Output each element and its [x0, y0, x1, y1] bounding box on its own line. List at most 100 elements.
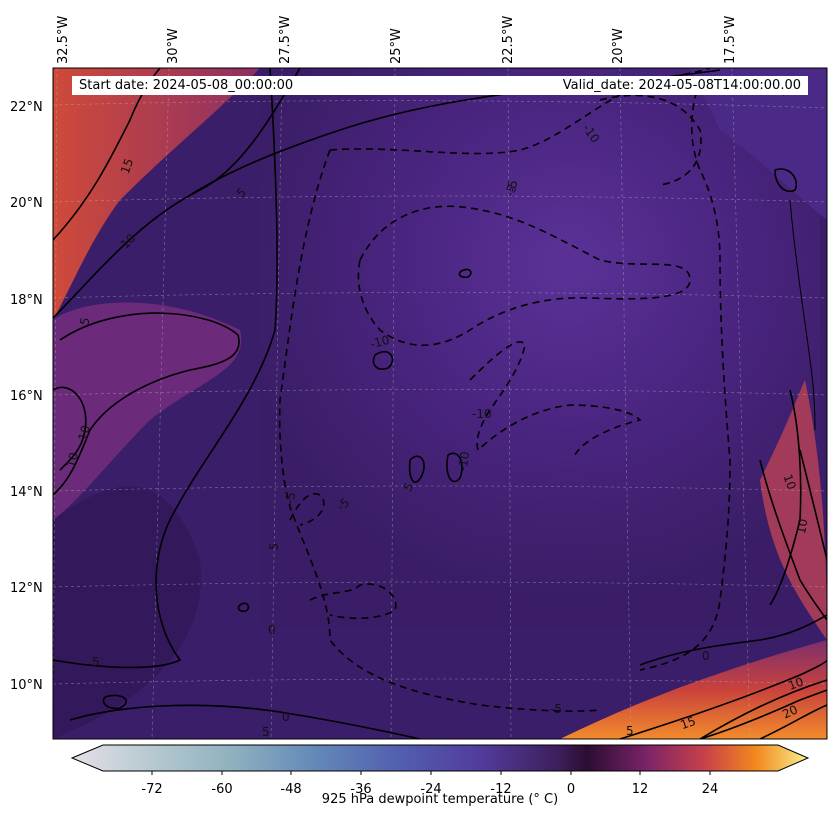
moist-west-band — [53, 302, 242, 520]
contour-neg10-east — [599, 94, 702, 186]
contour-label: 20 — [780, 702, 800, 721]
lon-tick-label: 32.5°W — [56, 16, 71, 64]
contour-small-19N — [458, 268, 472, 279]
contour-east-coast-b — [799, 449, 827, 561]
purple-core — [260, 68, 820, 628]
contour-5-south — [619, 659, 827, 739]
contour-label: 10 — [76, 424, 93, 442]
colorbar-ticks — [151, 771, 711, 775]
colorbar-tick-labels: -72 -60 -48 -36 -24 -12 0 12 24 — [141, 782, 718, 797]
contour-label: 0 — [282, 710, 290, 724]
contour-10-north — [53, 68, 301, 319]
lon-tick-label: 27.5°W — [278, 16, 293, 64]
colorbar-tick-label: -48 — [280, 782, 301, 797]
contour-small-16N — [372, 350, 394, 370]
contour-label: 10 — [794, 518, 810, 535]
lon-tick-label: 17.5°W — [723, 16, 738, 64]
contour-east-coast-c — [759, 459, 827, 621]
contour-label: -10 — [455, 450, 472, 472]
gridline-lat-16 — [53, 389, 827, 396]
contour-small-bottom — [102, 694, 127, 710]
colorbar-tick-label: -60 — [211, 782, 232, 797]
contour-20-se — [759, 704, 827, 739]
gridline-lat-22 — [53, 100, 827, 109]
colorbar: -72 -60 -48 -36 -24 -12 0 12 24 — [70, 744, 810, 797]
contour-label: -5 — [502, 183, 519, 199]
lat-tick-label: 12°N — [10, 581, 43, 596]
contour-label: -5 — [550, 702, 562, 716]
contour-15-se — [699, 689, 827, 739]
contour-label: 5 — [262, 725, 270, 739]
colorbar-title: 925 hPa dewpoint temperature (° C) — [321, 792, 559, 807]
contour-label: 5 — [626, 724, 634, 738]
lon-tick-label: 25°W — [389, 28, 404, 64]
contour-label: 5 — [77, 316, 92, 326]
colorbar-tick-label: -12 — [490, 782, 511, 797]
gridlines — [53, 68, 827, 739]
lat-tick-label: 20°N — [10, 196, 43, 211]
contour-label: -5 — [504, 179, 520, 193]
contour-west-loop — [53, 312, 240, 496]
contour-neg5-inner — [289, 493, 325, 526]
lat-tick-label: 22°N — [10, 100, 43, 115]
contour-neg10-core — [357, 205, 691, 347]
contour-label: 10 — [64, 451, 81, 469]
contours — [53, 68, 827, 739]
gridline-lat-12 — [53, 581, 827, 588]
start-date-label: Start date: 2024-05-08_00:00:00 — [79, 78, 294, 93]
contour-east-coastline — [789, 199, 816, 431]
gridline-lon-17-5 — [731, 68, 751, 739]
contour-neg5-west — [278, 149, 601, 712]
contour-label: 0 — [268, 623, 276, 637]
contour-label: 0 — [702, 649, 710, 663]
date-banner: Start date: 2024-05-08_00:00:00 Valid_da… — [72, 76, 808, 95]
gridline-lat-20 — [53, 195, 827, 203]
colorbar-tick-label: -72 — [141, 782, 162, 797]
gridline-lat-14 — [53, 485, 827, 492]
contour-10-se — [699, 679, 827, 739]
gridline-lat-10 — [53, 678, 827, 685]
contour-label: 10 — [786, 675, 805, 693]
contour-label: 5 — [92, 655, 100, 669]
lat-tick-label: 16°N — [10, 389, 43, 404]
contour-0-se — [639, 614, 827, 666]
map-panel — [53, 68, 827, 739]
lat-tick-label: 10°N — [10, 678, 43, 693]
latitude-labels: 22°N 20°N 18°N 16°N 14°N 12°N 10°N — [10, 100, 43, 693]
gridline-lon-30 — [151, 68, 170, 739]
contour-neg10-south — [469, 341, 642, 456]
contour-small-mid — [237, 602, 250, 612]
contour-small-14N-a — [408, 455, 425, 483]
colorbar-tick-label: -36 — [350, 782, 371, 797]
gridline-lon-20 — [619, 68, 632, 739]
colorbar-tick-label: 12 — [632, 782, 649, 797]
longitude-labels: 32.5°W 30°W 27.5°W 25°W 22.5°W 20°W 17.5… — [56, 16, 738, 64]
contour-east-islands — [774, 168, 797, 192]
gridline-lon-27-5 — [270, 68, 283, 739]
contour-5-west — [53, 68, 278, 669]
warm-west-region — [53, 68, 260, 320]
contour-0-south — [69, 704, 421, 739]
lon-tick-label: 20°W — [611, 28, 626, 64]
lon-tick-label: 30°W — [166, 28, 181, 64]
lon-tick-label: 22.5°W — [501, 16, 516, 64]
valid-date-label: Valid_date: 2024-05-08T14:00:00.00 — [562, 78, 801, 93]
colorbar-tick-label: 24 — [702, 782, 719, 797]
gridline-lon-22-5 — [507, 68, 512, 739]
gridline-lon-25 — [390, 68, 396, 739]
map-frame — [52, 67, 828, 740]
contour-neg5-east — [639, 79, 731, 671]
contour-small-14N-b — [446, 452, 463, 483]
lat-tick-label: 14°N — [10, 485, 43, 500]
gridline-lon-32-5 — [53, 68, 58, 739]
contour-label: 15 — [678, 714, 697, 732]
contour-label: 15 — [118, 157, 136, 176]
northeast-dry — [690, 68, 827, 220]
colorbar-tick-label: 0 — [567, 782, 575, 797]
contour-label: -10 — [472, 407, 492, 421]
moist-east-coast — [760, 380, 827, 640]
lat-tick-label: 18°N — [10, 293, 43, 308]
contour-neg5-ring — [309, 583, 397, 620]
contour-label: 10 — [780, 472, 798, 491]
